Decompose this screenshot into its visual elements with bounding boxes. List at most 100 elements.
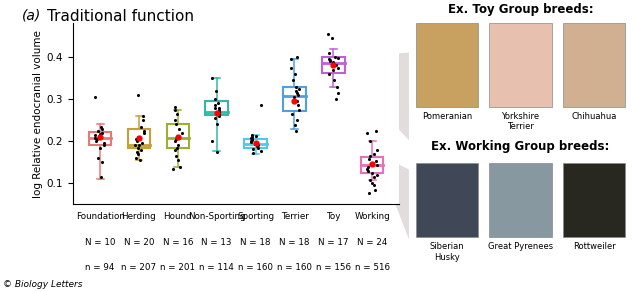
Point — [333, 65, 343, 70]
Point — [172, 143, 183, 148]
Point — [169, 104, 179, 109]
Point — [372, 162, 382, 167]
Point — [91, 139, 101, 144]
Text: Great Pyrenees: Great Pyrenees — [488, 242, 553, 251]
Text: Working: Working — [354, 212, 390, 221]
Point — [246, 139, 256, 144]
Point — [369, 152, 379, 156]
Point — [97, 160, 107, 165]
Point — [172, 112, 183, 116]
Point — [329, 78, 339, 83]
Point — [286, 57, 296, 62]
Point — [248, 151, 258, 155]
Point — [290, 72, 300, 76]
Point — [134, 142, 145, 147]
Point — [136, 147, 146, 152]
Point — [133, 152, 143, 156]
Text: n = 94: n = 94 — [86, 263, 115, 272]
Point — [251, 133, 261, 138]
FancyBboxPatch shape — [127, 129, 150, 148]
Point — [207, 139, 217, 144]
Point — [90, 133, 100, 137]
Point — [172, 145, 182, 150]
Point — [214, 114, 224, 118]
Point — [134, 158, 145, 163]
Text: n = 160: n = 160 — [238, 263, 273, 272]
Point — [324, 72, 334, 76]
Point — [365, 178, 375, 182]
Point — [90, 135, 100, 140]
Point — [332, 84, 342, 89]
Point — [95, 145, 105, 150]
Point — [252, 141, 262, 146]
Text: Rottweiler: Rottweiler — [573, 242, 616, 251]
Text: Ex. Toy Group breeds:: Ex. Toy Group breeds: — [448, 3, 593, 16]
Point — [367, 181, 377, 186]
Point — [372, 147, 382, 152]
Point — [96, 175, 106, 179]
Point — [325, 51, 335, 55]
FancyBboxPatch shape — [89, 132, 112, 145]
Point — [94, 131, 105, 136]
Point — [325, 59, 335, 64]
Point — [172, 135, 183, 139]
Point — [212, 122, 222, 127]
Text: N = 10: N = 10 — [85, 238, 115, 247]
Text: n = 207: n = 207 — [122, 263, 157, 272]
Point — [327, 36, 337, 40]
Text: N = 17: N = 17 — [318, 238, 349, 247]
Point — [332, 63, 342, 68]
FancyBboxPatch shape — [416, 163, 478, 237]
Point — [212, 101, 223, 106]
Point — [371, 128, 381, 133]
Point — [256, 148, 266, 153]
Point — [138, 118, 148, 123]
Point — [92, 137, 102, 142]
Point — [333, 91, 344, 95]
FancyBboxPatch shape — [489, 23, 552, 107]
Point — [292, 55, 302, 59]
Text: Ex. Working Group breeds:: Ex. Working Group breeds: — [431, 140, 610, 153]
Point — [332, 97, 342, 102]
Y-axis label: log Relative endocranial volume: log Relative endocranial volume — [32, 30, 42, 198]
Point — [363, 157, 373, 161]
FancyBboxPatch shape — [361, 157, 384, 173]
Text: Terrier: Terrier — [280, 212, 308, 221]
Point — [248, 147, 258, 151]
Point — [325, 58, 335, 62]
FancyBboxPatch shape — [563, 163, 625, 237]
Point — [368, 161, 378, 166]
Point — [169, 107, 179, 112]
Point — [210, 97, 220, 102]
Point — [328, 61, 339, 66]
Point — [94, 134, 105, 138]
Point — [292, 128, 302, 133]
Point — [252, 145, 262, 150]
Point — [97, 126, 107, 131]
Point — [132, 150, 142, 154]
Text: Traditional function: Traditional function — [47, 9, 194, 24]
Text: Non-Sporting: Non-Sporting — [188, 212, 245, 221]
Point — [362, 166, 372, 171]
FancyBboxPatch shape — [489, 163, 552, 237]
Point — [133, 93, 143, 97]
Point — [289, 95, 299, 99]
Point — [333, 55, 343, 60]
Point — [132, 139, 142, 144]
Point — [170, 147, 180, 152]
Text: n = 160: n = 160 — [277, 263, 312, 272]
Point — [214, 112, 224, 116]
Point — [294, 107, 304, 112]
Point — [286, 65, 296, 70]
Point — [210, 106, 221, 111]
Text: Yorkshire
Terrier: Yorkshire Terrier — [501, 112, 540, 131]
Text: N = 18: N = 18 — [240, 238, 271, 247]
Point — [100, 143, 110, 148]
Text: Foundation: Foundation — [75, 212, 124, 221]
Point — [247, 135, 257, 139]
Text: N = 16: N = 16 — [163, 238, 193, 247]
FancyBboxPatch shape — [322, 57, 345, 73]
Text: Sporting: Sporting — [237, 212, 274, 221]
Point — [363, 168, 373, 173]
Point — [292, 91, 302, 95]
